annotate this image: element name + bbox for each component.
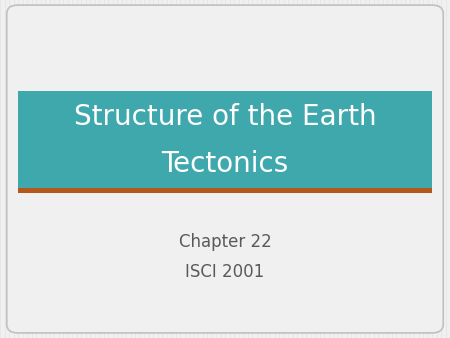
FancyBboxPatch shape: [7, 5, 443, 333]
Text: Structure of the Earth: Structure of the Earth: [74, 103, 376, 130]
Text: ISCI 2001: ISCI 2001: [185, 263, 265, 281]
Bar: [18, 188, 432, 193]
Bar: [18, 91, 432, 189]
Text: Chapter 22: Chapter 22: [179, 233, 271, 251]
Text: Tectonics: Tectonics: [162, 150, 288, 178]
